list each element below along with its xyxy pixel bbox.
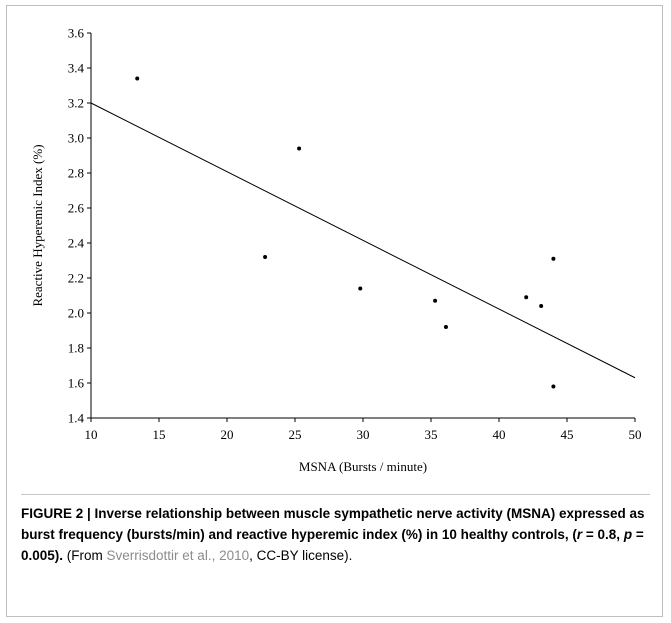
scatter-chart: 10 15 20 25 30 35 40 45 50 1.4 1.6 1.8 2.0 2.2 2.4 2.6… xyxy=(30,26,642,475)
regression-line xyxy=(90,102,636,379)
y-tick-label: 2.2 xyxy=(68,271,84,286)
x-tick-label: 35 xyxy=(425,427,438,442)
data-point xyxy=(433,298,438,303)
figure-panel: 10 15 20 25 30 35 40 45 50 1.4 1.6 1.8 2.0 2.2 2.4 2.6… xyxy=(6,5,663,617)
data-point xyxy=(551,384,556,389)
y-tick-label: 3.6 xyxy=(68,26,85,41)
x-tick-label: 45 xyxy=(561,427,574,442)
data-points xyxy=(135,76,556,389)
y-tick-label: 3.0 xyxy=(68,131,84,146)
y-tick-label: 1.6 xyxy=(68,376,85,391)
x-tick-label: 20 xyxy=(221,427,234,442)
x-tick-label: 50 xyxy=(629,427,642,442)
x-axis-title: MSNA (Bursts / minute) xyxy=(299,459,427,474)
y-tick-label: 3.4 xyxy=(68,61,85,76)
y-tick-label: 2.0 xyxy=(68,306,84,321)
data-point xyxy=(263,255,268,259)
caption-r-symbol: r xyxy=(576,527,583,542)
caption-label: FIGURE 2 | Inverse relationship between … xyxy=(21,506,645,542)
data-point xyxy=(539,304,544,308)
caption-p-value: = 0.005). xyxy=(21,527,644,563)
y-tick-label: 2.8 xyxy=(68,166,84,181)
x-axis-ticks: 10 15 20 25 30 35 40 45 50 xyxy=(85,418,642,442)
caption-p-symbol: p xyxy=(623,527,633,542)
x-tick-label: 15 xyxy=(153,427,166,442)
caption-r-value: = 0.8, xyxy=(582,527,624,542)
data-point xyxy=(443,325,448,329)
figure-caption: FIGURE 2 | Inverse relationship between … xyxy=(21,503,661,566)
y-tick-label: 3.2 xyxy=(68,96,84,111)
axes xyxy=(90,33,635,419)
y-tick-label: 1.4 xyxy=(68,411,85,426)
trendline-group xyxy=(90,102,636,379)
x-tick-label: 10 xyxy=(85,427,98,442)
caption-source-prefix: (From xyxy=(63,548,107,563)
x-tick-label: 30 xyxy=(357,427,370,442)
x-tick-label: 40 xyxy=(493,427,506,442)
y-tick-label: 2.6 xyxy=(68,201,85,216)
data-point xyxy=(297,146,302,151)
data-point xyxy=(358,286,363,291)
caption-divider xyxy=(21,494,650,495)
caption-source-suffix: , CC-BY license). xyxy=(249,548,353,563)
data-point xyxy=(524,295,529,300)
y-tick-label: 1.8 xyxy=(68,341,84,356)
y-axis-title: Reactive Hyperemic Index (%) xyxy=(30,144,45,306)
data-point xyxy=(551,256,556,261)
y-axis-ticks: 1.4 1.6 1.8 2.0 2.2 2.4 2.6 2.8 3.0 3.2 3.4 3.6 xyxy=(68,26,91,426)
caption-citation-link[interactable]: Sverrisdottir et al., 2010 xyxy=(106,548,250,563)
y-tick-label: 2.4 xyxy=(68,236,85,251)
data-point xyxy=(135,76,140,81)
x-tick-label: 25 xyxy=(289,427,302,442)
